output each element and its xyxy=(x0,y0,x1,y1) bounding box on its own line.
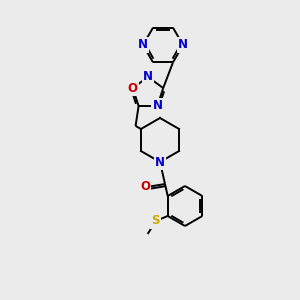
Text: O: O xyxy=(128,82,138,94)
Text: O: O xyxy=(140,181,150,194)
Text: N: N xyxy=(178,38,188,52)
Text: N: N xyxy=(155,155,165,169)
Text: S: S xyxy=(152,214,160,227)
Text: N: N xyxy=(143,70,153,83)
Text: N: N xyxy=(152,99,162,112)
Text: N: N xyxy=(138,38,148,52)
